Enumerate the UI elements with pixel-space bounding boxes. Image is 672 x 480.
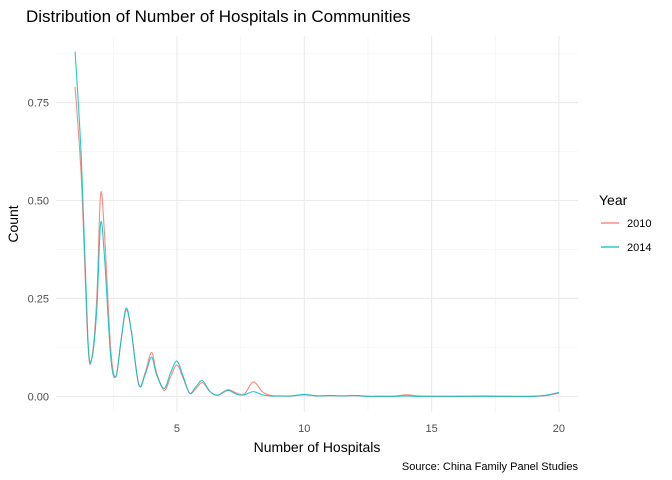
- y-axis-title: Count: [5, 205, 21, 242]
- y-axis-ticks: 0.00 0.25 0.50 0.75: [28, 98, 49, 404]
- chart-title: Distribution of Number of Hospitals in C…: [26, 7, 411, 26]
- chart-caption: Source: China Family Panel Studies: [402, 461, 579, 473]
- legend-items: 2010 2014: [601, 218, 651, 254]
- plot-area: [56, 36, 578, 412]
- series-lines: [74, 51, 560, 397]
- series-line-2014: [74, 51, 560, 397]
- x-axis-ticks: 5 10 15 20: [174, 423, 565, 435]
- y-tick-label: 0.50: [28, 196, 49, 208]
- x-tick-label: 10: [298, 423, 310, 435]
- x-tick-label: 20: [553, 423, 565, 435]
- x-axis-title: Number of Hospitals: [254, 439, 381, 455]
- x-tick-label: 5: [174, 423, 180, 435]
- y-tick-label: 0.25: [28, 293, 49, 305]
- x-tick-label: 15: [425, 423, 437, 435]
- y-tick-label: 0.75: [28, 98, 49, 110]
- legend: Year 2010 2014: [599, 192, 651, 254]
- legend-title: Year: [599, 192, 628, 208]
- series-line-2010: [74, 86, 559, 397]
- y-tick-label: 0.00: [28, 391, 49, 403]
- legend-label-2010: 2010: [627, 218, 651, 230]
- legend-label-2014: 2014: [627, 242, 651, 254]
